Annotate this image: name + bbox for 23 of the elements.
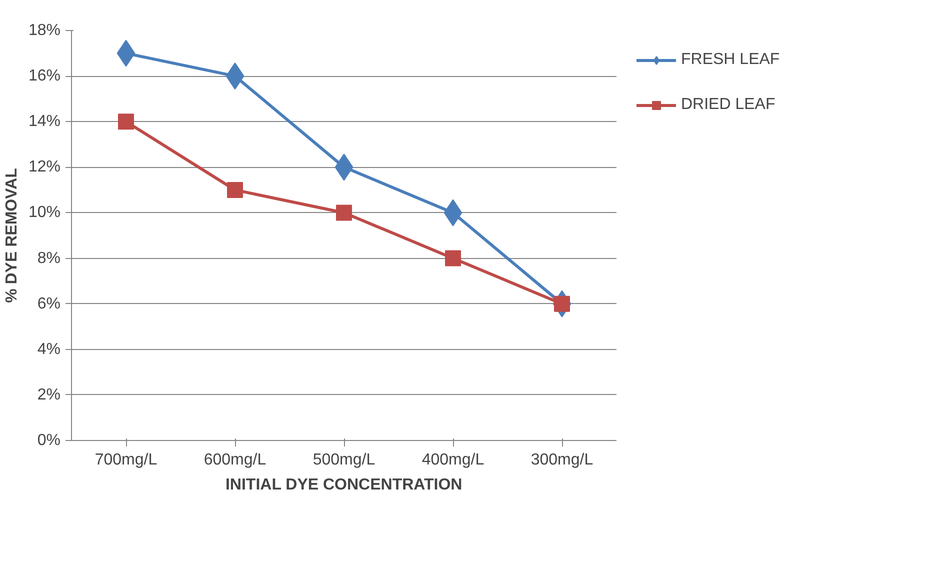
y-tick-label: 12% (28, 158, 61, 176)
point (227, 182, 243, 198)
x-tick-label: 300mg/L (530, 452, 594, 468)
point (118, 114, 134, 130)
y-tick-label: 6% (37, 295, 60, 312)
y-tick-label: 4% (37, 340, 60, 358)
y-tick-label: 8% (37, 250, 60, 267)
x-tick-label: 700mg/L (94, 452, 158, 468)
y-tick-label: 0% (37, 432, 60, 449)
point (336, 204, 352, 221)
y-axis-title: % DYE REMOVAL (3, 168, 20, 303)
y-tick-label: 2% (37, 386, 60, 404)
x-tick-label: 600mg/L (204, 452, 266, 468)
x-tick-label: 400mg/L (422, 452, 484, 468)
legend-label: DRIED LEAF (681, 96, 776, 114)
y-tick-label: 18% (28, 22, 61, 39)
point (445, 250, 461, 266)
legend-label: FRESH LEAF (681, 51, 780, 69)
x-axis-title: INITIAL DYE CONCENTRATION (225, 476, 462, 494)
y-tick-label: 10% (28, 204, 61, 222)
y-tick-label: 14% (28, 113, 61, 130)
x-tick-label: 500mg/L (312, 452, 376, 468)
y-tick-label: 16% (28, 68, 61, 85)
